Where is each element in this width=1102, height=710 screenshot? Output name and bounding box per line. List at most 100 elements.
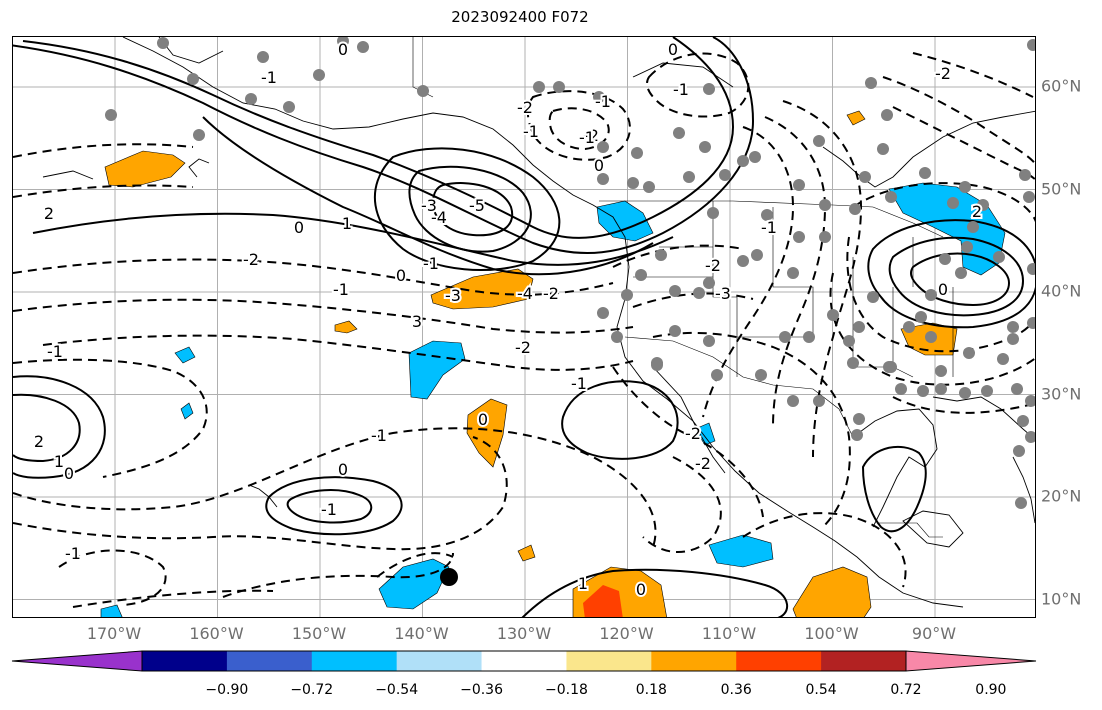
colorbar-tick-label: −0.36	[460, 682, 503, 698]
contour-label: -1	[673, 80, 689, 99]
contour-label: 1	[578, 574, 588, 593]
positive-anomaly-area	[466, 398, 508, 468]
contour-label: -1	[371, 426, 387, 445]
station-dot	[417, 85, 429, 97]
contour-label: -5	[469, 196, 485, 215]
station-dot	[859, 171, 871, 183]
station-dot	[917, 385, 929, 397]
contour-label: -2	[243, 250, 259, 269]
colorbar-segment	[396, 651, 483, 671]
contour-label: -1	[333, 280, 349, 299]
latitude-label: 10°N	[1041, 589, 1082, 608]
contour-label: 1	[54, 452, 64, 471]
station-dot	[919, 167, 931, 179]
colorbar-extend-low	[11, 650, 143, 672]
map-panel: 2 0 1 -3 -4 -5 -1 -2 0 -1 3 -3 -4 -2 -1 0 -1 -2 -1 -2 0 -1 0 -1…	[12, 36, 1036, 618]
station-dot	[635, 269, 647, 281]
positive-anomaly-area	[517, 544, 536, 562]
station-dot	[1027, 263, 1035, 275]
contour-label: -1	[579, 128, 595, 147]
station-dot	[967, 221, 979, 233]
colorbar-segment	[481, 651, 567, 671]
station-dot	[947, 197, 959, 209]
station-dot	[849, 203, 861, 215]
station-dot	[1023, 191, 1035, 203]
station-dot	[1019, 169, 1031, 181]
contour-label: -1	[595, 92, 611, 111]
contour-label: 0	[636, 580, 646, 599]
station-dot	[157, 37, 169, 49]
station-dot	[885, 191, 897, 203]
station-dot	[813, 395, 825, 407]
station-dot	[1017, 415, 1029, 427]
station-dot	[779, 331, 791, 343]
station-dot	[895, 383, 907, 395]
station-dot	[961, 241, 973, 253]
contour-label: 0	[294, 218, 304, 237]
colorbar-tick-label: −0.90	[205, 682, 249, 698]
station-dot	[793, 231, 805, 243]
contour-label: -1	[423, 254, 439, 273]
station-dot	[819, 199, 831, 211]
station-markers	[105, 37, 1035, 509]
station-dot	[877, 143, 889, 155]
colorbar-tick-label: −0.18	[544, 682, 588, 698]
latitude-label: 30°N	[1041, 384, 1082, 403]
station-dot	[337, 37, 349, 47]
station-dot	[853, 413, 865, 425]
station-dot	[851, 429, 863, 441]
station-dot	[597, 307, 609, 319]
station-dot	[959, 181, 971, 193]
station-dot	[707, 207, 719, 219]
station-dot	[105, 109, 117, 121]
station-dot	[1025, 431, 1035, 443]
positive-contours	[13, 37, 1035, 617]
colorbar-tick-label: 0.54	[805, 682, 837, 698]
station-dot	[357, 41, 369, 53]
contour-labels: 20 1-3-4-5-1-20-13-3 -4 -2-10-1-2-1-20-10-1…	[32, 38, 984, 601]
station-dot	[669, 285, 681, 297]
longitude-label: 130°W	[496, 624, 552, 643]
contour-label: -2	[695, 454, 711, 473]
contour-label: 2	[34, 432, 44, 451]
station-dot	[925, 289, 937, 301]
station-dot	[1025, 395, 1035, 407]
station-dot	[997, 353, 1009, 365]
station-dot	[853, 321, 865, 333]
station-dot	[245, 93, 257, 105]
station-dot	[903, 321, 915, 333]
station-dot	[867, 291, 879, 303]
contour-label: 0	[64, 464, 74, 483]
contour-label: -2	[543, 284, 559, 303]
contour-label: -2	[515, 338, 531, 357]
negative-anomaly-area	[100, 604, 123, 617]
contour-label: 0	[668, 40, 678, 59]
forecast-map: 20 1-3-4-5-1-20-13-3 -4 -2-10-1-2-1-20-10-1…	[13, 37, 1035, 617]
contour-label: -1	[761, 218, 777, 237]
station-dot	[693, 287, 705, 299]
station-dot	[955, 267, 967, 279]
station-dot	[1027, 39, 1035, 51]
contour-label: 0	[396, 266, 406, 285]
negative-contours	[13, 52, 1035, 608]
colorbar	[0, 650, 1102, 680]
station-dot	[847, 357, 859, 369]
station-dot	[1013, 445, 1025, 457]
station-dot	[683, 171, 695, 183]
contour-label: -1	[261, 68, 277, 87]
station-dot	[993, 251, 1005, 263]
contour-label: -2	[935, 64, 951, 83]
station-dot	[283, 101, 295, 113]
station-dot	[925, 331, 937, 343]
contour-label: -3	[715, 284, 731, 303]
station-dot	[631, 147, 643, 159]
colorbar-extend-high	[905, 650, 1037, 672]
station-dot	[1011, 383, 1023, 395]
contour-label: -1	[65, 544, 81, 563]
longitude-label: 160°W	[189, 624, 244, 643]
station-dot	[843, 335, 855, 347]
station-dot	[935, 383, 947, 395]
station-dot	[655, 249, 667, 261]
anomaly-shading	[100, 110, 1006, 617]
contour-label: 1	[342, 214, 352, 233]
